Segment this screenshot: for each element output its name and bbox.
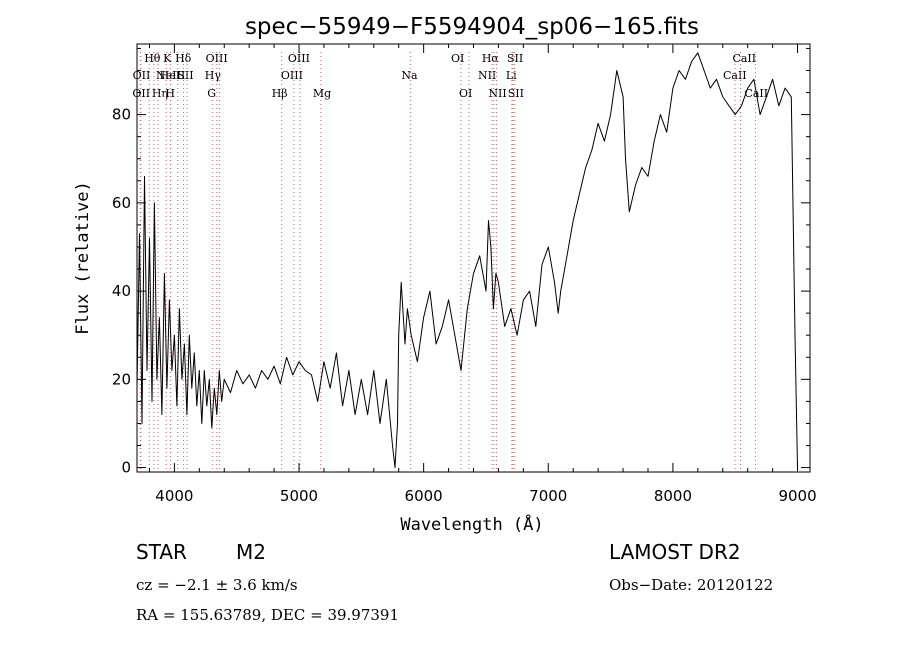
- object-subclass: M2: [236, 540, 266, 564]
- coordinates-readout: RA = 155.63789, DEC = 39.97391: [136, 606, 400, 624]
- x-tick-label-1: 5000: [280, 487, 318, 505]
- y-tick-label-4: 80: [112, 106, 131, 124]
- x-tick-label-4: 8000: [654, 487, 692, 505]
- spectrum-line-0: [136, 52, 798, 469]
- marker-label-3: Hη: [152, 87, 168, 100]
- object-type: STAR: [136, 540, 187, 564]
- survey-name: LAMOST DR2: [609, 540, 741, 564]
- x-axis-label: Wavelength (Å): [400, 513, 543, 535]
- y-tick-label-1: 20: [112, 370, 131, 388]
- y-tick-label-3: 60: [112, 194, 131, 212]
- axis-ticks: 4000 5000 6000 7000 8000 9000 0 20 40 60 80: [112, 44, 817, 505]
- x-tick-label-3: 7000: [529, 487, 567, 505]
- plot-frame: [136, 43, 811, 473]
- marker-label-0: OII: [132, 87, 150, 100]
- marker-label-22: NII: [488, 87, 506, 100]
- marker-label-16: Mg: [313, 87, 331, 100]
- y-axis-label: Flux (relative): [73, 181, 93, 335]
- marker-label-10: G: [207, 87, 216, 100]
- marker-label-27: CaII: [732, 52, 756, 65]
- marker-label-8: SII: [177, 69, 193, 82]
- marker-label-9: Hδ: [175, 52, 192, 65]
- marker-label-21: Hα: [482, 52, 500, 65]
- y-tick-label-2: 40: [112, 282, 131, 300]
- marker-label-14: OIII: [281, 69, 303, 82]
- marker-label-15: OIII: [288, 52, 310, 65]
- marker-label-5: K: [163, 52, 172, 65]
- marker-label-19: OI: [459, 87, 472, 100]
- observation-date: Obs−Date: 20120122: [609, 576, 774, 594]
- marker-label-23: Li: [506, 69, 517, 82]
- marker-label-13: Hβ: [272, 87, 288, 100]
- marker-label-25: SII: [508, 87, 524, 100]
- x-tick-label-2: 6000: [405, 487, 443, 505]
- marker-label-2: Hθ: [144, 52, 161, 65]
- spectrum-line-group: [136, 52, 798, 469]
- y-tick-label-0: 0: [121, 459, 131, 477]
- marker-label-20: NII: [478, 69, 496, 82]
- marker-label-1: OII: [133, 69, 151, 82]
- marker-label-6: H: [165, 87, 175, 100]
- marker-label-11: Hγ: [205, 69, 222, 82]
- marker-label-18: OI: [451, 52, 464, 65]
- chart-title: spec−55949−F5594904_sp06−165.fits: [245, 14, 699, 40]
- x-tick-label-0: 4000: [155, 487, 193, 505]
- marker-label-26: CaII: [723, 69, 747, 82]
- marker-label-24: SII: [507, 52, 523, 65]
- marker-label-17: Na: [401, 69, 418, 82]
- marker-label-12: OIII: [206, 52, 228, 65]
- redshift-readout: cz = −2.1 ± 3.6 km/s: [136, 576, 298, 594]
- x-tick-label-5: 9000: [778, 487, 816, 505]
- emission-line-markers: OIIOIIHθHηNeIIIKHHeISIIHδGHγOIIIHβOIIIOI…: [132, 52, 768, 472]
- marker-label-7: HeI: [160, 69, 180, 82]
